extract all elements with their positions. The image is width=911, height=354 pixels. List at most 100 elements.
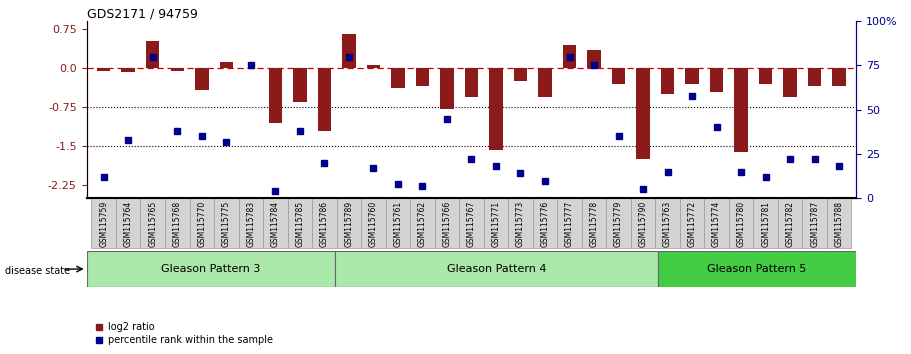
Bar: [189, 198, 214, 248]
Bar: [335, 251, 658, 287]
Text: GSM115789: GSM115789: [344, 201, 353, 247]
Legend: log2 ratio, percentile rank within the sample: log2 ratio, percentile rank within the s…: [91, 319, 277, 349]
Text: Gleason Pattern 3: Gleason Pattern 3: [161, 264, 261, 274]
Bar: [410, 198, 435, 248]
Text: GSM115790: GSM115790: [639, 201, 648, 247]
Bar: [734, 68, 748, 153]
Text: GSM115779: GSM115779: [614, 201, 623, 247]
Bar: [655, 198, 680, 248]
Text: GSM115784: GSM115784: [271, 201, 280, 247]
Text: GSM115776: GSM115776: [540, 201, 549, 247]
Text: GSM115761: GSM115761: [394, 201, 403, 247]
Text: Gleason Pattern 4: Gleason Pattern 4: [446, 264, 546, 274]
Bar: [269, 68, 282, 123]
Bar: [440, 68, 454, 109]
Bar: [680, 198, 704, 248]
Text: GSM115771: GSM115771: [491, 201, 500, 247]
Bar: [336, 198, 361, 248]
Text: GSM115765: GSM115765: [148, 201, 158, 247]
Bar: [658, 251, 856, 287]
Bar: [508, 198, 533, 248]
Text: GSM115788: GSM115788: [834, 201, 844, 247]
Bar: [361, 198, 385, 248]
Bar: [538, 68, 552, 97]
Bar: [612, 68, 625, 84]
Bar: [783, 68, 797, 97]
Bar: [778, 198, 803, 248]
Bar: [391, 68, 404, 88]
Bar: [121, 68, 135, 72]
Text: GSM115763: GSM115763: [663, 201, 672, 247]
Bar: [808, 68, 822, 86]
Text: GSM115782: GSM115782: [785, 201, 794, 247]
Text: GSM115762: GSM115762: [418, 201, 427, 247]
Bar: [759, 68, 773, 84]
Bar: [170, 68, 184, 71]
Text: GSM115775: GSM115775: [221, 201, 230, 247]
Bar: [239, 198, 263, 248]
Text: GSM115774: GSM115774: [712, 201, 722, 247]
Bar: [293, 68, 307, 102]
Text: GSM115770: GSM115770: [198, 201, 206, 247]
Bar: [214, 198, 239, 248]
Bar: [318, 68, 331, 131]
Bar: [827, 198, 852, 248]
Text: GDS2171 / 94759: GDS2171 / 94759: [87, 7, 198, 20]
Bar: [514, 68, 527, 81]
Text: GSM115759: GSM115759: [99, 201, 108, 247]
Bar: [753, 198, 778, 248]
Text: GSM115780: GSM115780: [737, 201, 745, 247]
Bar: [833, 68, 846, 86]
Text: GSM115760: GSM115760: [369, 201, 378, 247]
Bar: [288, 198, 312, 248]
Bar: [220, 62, 233, 68]
Bar: [465, 68, 478, 97]
Bar: [704, 198, 729, 248]
Bar: [366, 65, 380, 68]
Text: GSM115785: GSM115785: [295, 201, 304, 247]
Bar: [729, 198, 753, 248]
Bar: [803, 198, 827, 248]
Text: GSM115767: GSM115767: [467, 201, 476, 247]
Text: GSM115766: GSM115766: [443, 201, 452, 247]
Bar: [489, 68, 503, 150]
Bar: [459, 198, 484, 248]
Bar: [385, 198, 410, 248]
Bar: [165, 198, 189, 248]
Bar: [312, 198, 336, 248]
Bar: [710, 68, 723, 92]
Text: GSM115773: GSM115773: [516, 201, 525, 247]
Bar: [97, 68, 110, 71]
Bar: [146, 41, 159, 68]
Bar: [685, 68, 699, 84]
Bar: [630, 198, 655, 248]
Text: disease state: disease state: [5, 266, 69, 276]
Bar: [558, 198, 582, 248]
Text: GSM115778: GSM115778: [589, 201, 599, 247]
Bar: [263, 198, 288, 248]
Bar: [116, 198, 140, 248]
Bar: [636, 68, 650, 159]
Bar: [415, 68, 429, 86]
Bar: [533, 198, 558, 248]
Text: GSM115786: GSM115786: [320, 201, 329, 247]
Bar: [607, 198, 630, 248]
Text: GSM115787: GSM115787: [810, 201, 819, 247]
Text: Gleason Pattern 5: Gleason Pattern 5: [707, 264, 807, 274]
Bar: [660, 68, 674, 94]
Text: GSM115772: GSM115772: [688, 201, 697, 247]
Bar: [195, 68, 209, 90]
Text: GSM115781: GSM115781: [761, 201, 770, 247]
Bar: [87, 251, 335, 287]
Bar: [484, 198, 508, 248]
Text: GSM115768: GSM115768: [173, 201, 182, 247]
Text: GSM115764: GSM115764: [124, 201, 133, 247]
Text: GSM115783: GSM115783: [246, 201, 255, 247]
Bar: [343, 34, 355, 68]
Bar: [435, 198, 459, 248]
Bar: [563, 45, 577, 68]
Bar: [91, 198, 116, 248]
Bar: [140, 198, 165, 248]
Bar: [588, 50, 600, 68]
Bar: [582, 198, 607, 248]
